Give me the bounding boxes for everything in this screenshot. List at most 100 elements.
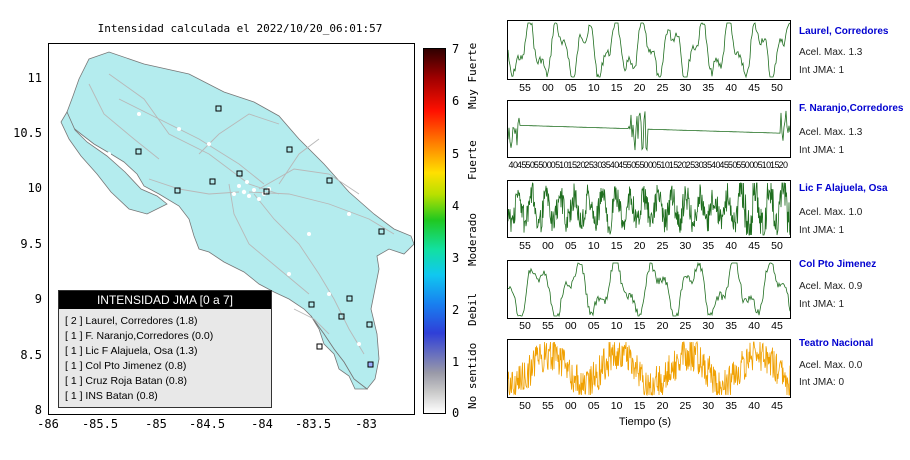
intensity-color-scale xyxy=(423,48,446,414)
time-tick-label: 00 xyxy=(542,82,554,94)
lat-label: 9.5 xyxy=(20,237,42,251)
lat-label: 10.5 xyxy=(13,126,42,140)
legend-row: [ 1 ] Col Pto Jimenez (0.8) xyxy=(65,360,187,372)
waveform-plot-laurel xyxy=(507,20,791,80)
waveform-plot-teatro xyxy=(507,339,791,398)
time-tick-label: 30 xyxy=(592,160,603,170)
time-tick-label: 10 xyxy=(761,160,772,170)
time-tick-label: 55 xyxy=(736,160,746,170)
road-network xyxy=(88,73,395,355)
town-dots xyxy=(107,112,361,346)
time-tick-label: 15 xyxy=(633,400,646,412)
legend-row: [ 2 ] Laurel, Corredores (1.8) xyxy=(65,315,198,327)
time-tick-label: 35 xyxy=(725,400,738,412)
lat-label: 8.5 xyxy=(20,348,42,362)
legend-row: [ 1 ] INS Batan (0.8) xyxy=(65,390,158,402)
time-tick-label: 30 xyxy=(679,82,692,94)
time-tick-label: 00 xyxy=(643,160,653,170)
legend-row: [ 1 ] Lic F Alajuela, Osa (1.3) xyxy=(65,345,198,357)
waveform-plot-alajuela xyxy=(507,180,791,238)
scale-number: 3 xyxy=(452,251,460,265)
scale-number: 7 xyxy=(452,42,460,56)
waveform-svg xyxy=(508,22,790,79)
time-tick-label: 55 xyxy=(519,240,531,252)
time-tick-label: 55 xyxy=(533,160,544,170)
time-tick-label: 25 xyxy=(656,82,669,94)
lat-label: 10 xyxy=(27,181,42,195)
time-tick-label: 50 xyxy=(771,82,783,94)
station-acel: Acel. Max. 1.0 xyxy=(799,207,863,218)
time-tick-label: 10 xyxy=(587,240,600,252)
time-tick-label: 20 xyxy=(633,82,646,94)
waveform-trace xyxy=(508,261,790,318)
lon-label: -84.5 xyxy=(188,417,226,431)
time-tick-label: 55 xyxy=(635,160,645,170)
waveform-plot-jimenez xyxy=(507,260,791,319)
time-tick-label: 10 xyxy=(660,160,670,170)
time-tick-label: 10 xyxy=(587,82,600,94)
station-name[interactable]: F. Naranjo,Corredores xyxy=(799,103,904,114)
time-ticks: 40 45 50 55 00 05 10 15 20 25 30 35 40 45 50 55 00 05 10 15… xyxy=(507,160,789,174)
time-tick-label: 10 xyxy=(610,320,623,332)
station-acel: Acel. Max. 0.0 xyxy=(799,360,863,371)
legend-row: [ 1 ] Cruz Roja Batan (0.8) xyxy=(65,375,187,387)
time-tick-label: 50 xyxy=(519,320,531,332)
time-tick-label: 40 xyxy=(508,160,518,170)
waveform-trace xyxy=(508,340,790,397)
legend-row: [ 1 ] F. Naranjo,Corredores (0.0) xyxy=(65,330,214,342)
time-tick-label: 15 xyxy=(633,320,646,332)
time-tick-label: 45 xyxy=(719,160,729,170)
waveform-svg xyxy=(508,340,790,397)
time-tick-label: 50 xyxy=(771,240,783,252)
map-svg xyxy=(60,51,414,390)
time-tick-label: 05 xyxy=(587,320,600,332)
time-tick-label: 55 xyxy=(542,400,554,412)
time-axis-label: Tiempo (s) xyxy=(618,416,672,428)
scale-word: No sentido xyxy=(466,342,479,410)
time-tick-label: 25 xyxy=(584,160,594,170)
waveform-svg xyxy=(508,182,790,236)
time-ticks: 50 55 00 05 10 15 20 25 30 35 40 45 xyxy=(507,400,789,414)
time-tick-label: 05 xyxy=(651,160,662,170)
time-tick-label: 40 xyxy=(710,160,721,170)
time-tick-label: 40 xyxy=(609,160,620,170)
scale-number: 6 xyxy=(452,94,460,108)
time-tick-label: 30 xyxy=(694,160,704,170)
time-tick-label: 05 xyxy=(753,160,763,170)
scale-number: 1 xyxy=(452,355,460,369)
station-name[interactable]: Lic F Alajuela, Osa xyxy=(799,183,888,194)
time-tick-label: 40 xyxy=(725,240,738,252)
scale-word: Debil xyxy=(466,292,479,326)
time-tick-label: 30 xyxy=(679,240,692,252)
waveform-trace xyxy=(508,110,790,152)
time-tick-label: 45 xyxy=(771,400,783,412)
scale-word: Moderado xyxy=(466,213,479,267)
peninsula-nicoya xyxy=(60,111,168,215)
time-tick-label: 05 xyxy=(550,160,561,170)
time-tick-label: 35 xyxy=(601,160,611,170)
time-tick-label: 05 xyxy=(564,240,577,252)
station-name[interactable]: Laurel, Corredores xyxy=(799,26,889,37)
time-tick-label: 35 xyxy=(702,240,715,252)
time-tick-label: 00 xyxy=(564,320,577,332)
waveform-svg xyxy=(508,110,790,152)
scale-number: 2 xyxy=(452,303,460,317)
waveform-trace xyxy=(508,22,790,79)
station-name[interactable]: Col Pto Jimenez xyxy=(799,259,877,270)
scale-word: Fuerte xyxy=(466,140,479,180)
time-tick-label: 20 xyxy=(677,160,687,170)
time-tick-label: 45 xyxy=(748,82,760,94)
time-tick-label: 20 xyxy=(656,320,669,332)
time-ticks: 50 55 00 05 10 15 20 25 30 35 40 45 xyxy=(507,320,789,334)
lat-label: 11 xyxy=(27,71,42,85)
station-markers xyxy=(135,105,385,350)
time-tick-label: 35 xyxy=(702,82,715,94)
station-int: Int JMA: 1 xyxy=(799,65,845,76)
time-tick-label: 05 xyxy=(564,82,577,94)
time-tick-label: 10 xyxy=(610,400,623,412)
station-int: Int JMA: 0 xyxy=(799,377,845,388)
waveform-svg xyxy=(508,261,790,318)
station-name[interactable]: Teatro Nacional xyxy=(799,338,874,349)
time-tick-label: 45 xyxy=(771,320,783,332)
time-tick-label: 45 xyxy=(748,240,760,252)
